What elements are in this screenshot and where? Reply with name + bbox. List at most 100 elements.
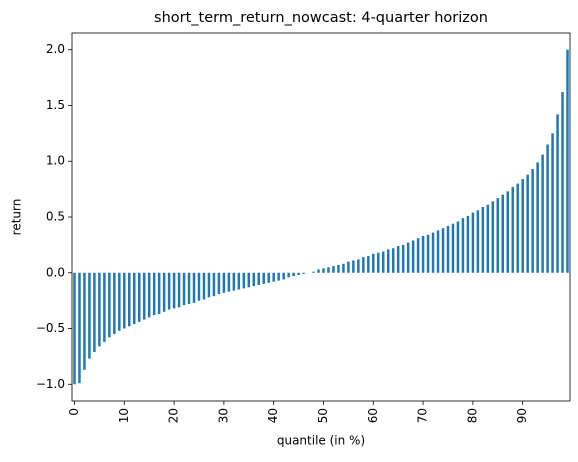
bar [118,272,121,331]
bar [456,221,460,273]
bar [541,154,544,273]
bar [506,191,509,273]
bar [521,179,524,273]
bar [197,272,201,301]
bar [337,264,340,273]
bar [466,215,470,273]
x-tick-label: 50 [316,408,330,423]
bar [227,272,231,292]
bar [396,245,400,273]
bar [332,266,335,273]
bar [391,248,395,273]
bar [242,272,246,289]
bar [103,272,106,342]
bar [551,133,554,273]
bar [486,204,490,273]
bar [411,240,415,273]
bar [252,272,256,287]
bar [237,272,241,290]
bar [347,261,350,273]
bar [262,272,265,284]
bar [133,272,136,325]
bar [257,272,260,286]
bar [113,272,116,335]
y-tick-label: 0.5 [46,210,65,224]
y-tick-label: 1.5 [46,98,65,112]
bar [187,272,191,304]
plot-frame [71,32,571,402]
bar [192,272,196,303]
bar [372,253,375,273]
bar [481,206,485,273]
bar [88,272,91,359]
bar [357,259,360,273]
bar [217,272,221,294]
bar [511,186,514,273]
bar [287,272,290,278]
bar [352,260,355,273]
bar [172,272,176,309]
x-axis-label: quantile (in %) [277,434,365,448]
bar [382,251,385,273]
x-tick-label: 0 [67,408,81,416]
bar [401,244,405,273]
x-tick-label: 20 [167,408,181,423]
bar [222,272,226,293]
bar [516,183,519,273]
bar [108,272,111,338]
bar [362,257,365,273]
bar [461,218,465,273]
bar [436,230,440,273]
bar [232,272,236,291]
x-tick-label: 90 [515,408,529,423]
bar [202,272,206,300]
bar [531,169,534,273]
x-tick-label: 80 [465,408,479,423]
bar [302,272,305,274]
y-tick-label: 1.0 [46,154,65,168]
bar [441,228,445,273]
bar [83,272,86,370]
bar [182,272,186,306]
bar [142,272,146,320]
bar [561,92,564,273]
x-tick-label: 70 [416,408,430,423]
bar [177,272,181,308]
y-tick-label: 2.0 [46,42,65,56]
bar [78,272,81,384]
bar [421,235,425,273]
bar [416,238,420,273]
y-tick-label: 0.0 [46,265,65,279]
bar [546,144,549,273]
x-tick-label: 30 [216,408,230,423]
bar [526,174,529,273]
bar [152,272,156,316]
bar [137,272,141,322]
y-tick-label: −0.5 [36,321,65,335]
bar [327,267,330,273]
bar [406,242,410,273]
bar [147,272,151,318]
bar [212,272,216,297]
bar [123,272,126,329]
y-axis-label: return [10,199,24,236]
x-tick-label: 60 [366,408,380,423]
bar [128,272,131,327]
chart-title: short_term_return_nowcast: 4-quarter hor… [154,10,488,26]
bar [431,232,435,273]
bar [297,272,300,275]
bar [93,272,96,352]
bar [207,272,211,298]
bar [471,212,475,273]
bar [566,49,569,273]
bar [501,194,505,273]
bar [292,272,295,277]
bar [317,269,320,273]
bar [496,198,500,273]
y-tick-label: −1.0 [36,377,65,391]
bar [247,272,251,288]
bar [386,249,390,273]
bar [277,272,280,281]
bar [451,223,455,273]
bar [476,210,480,273]
